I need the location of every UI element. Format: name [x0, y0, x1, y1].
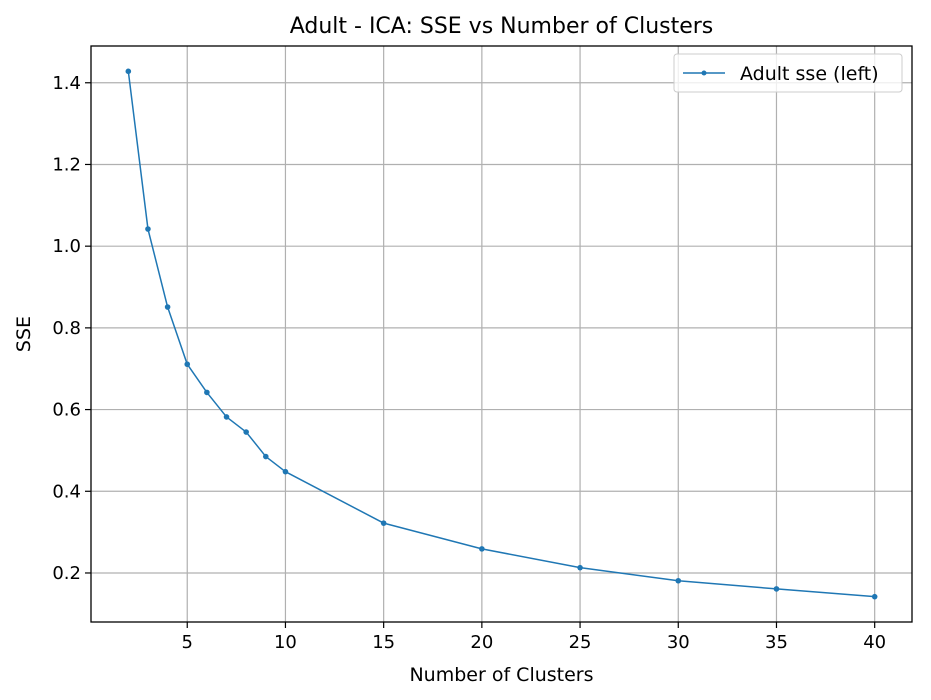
y-axis-label: SSE [13, 316, 35, 352]
data-point [263, 453, 269, 460]
data-point [223, 414, 230, 420]
data-point [125, 68, 132, 75]
data-point [243, 429, 249, 435]
data-point [380, 520, 387, 526]
legend-label: Adult sse (left) [740, 63, 879, 85]
data-point [164, 304, 171, 310]
data-point [184, 361, 191, 368]
x-tick-label: 20 [470, 632, 493, 653]
data-point [871, 593, 878, 600]
y-tick-label: 0.8 [52, 318, 81, 339]
x-tick-label: 35 [765, 632, 788, 653]
plot-frame [90, 45, 913, 623]
y-tick-label: 1.4 [52, 73, 81, 94]
x-tick-label: 10 [274, 632, 297, 653]
chart-title: Adult - ICA: SSE vs Number of Clusters [290, 14, 714, 39]
x-tick-label: 30 [667, 632, 690, 653]
data-point [675, 577, 682, 584]
y-tick-label: 0.4 [52, 481, 81, 502]
ticks: 5 10 15 20 25 30 35 40 0.2 0.4 0.6 0.8 1.0 1.2 1.4 [52, 73, 886, 653]
legend-marker-swatch [701, 70, 707, 76]
legend-frame [673, 53, 903, 93]
x-tick-label: 25 [569, 632, 592, 653]
data-point [145, 226, 151, 232]
x-axis-label: Number of Clusters [409, 664, 593, 686]
y-tick-label: 0.2 [52, 563, 81, 584]
data-point [479, 546, 485, 552]
x-tick-label: 40 [863, 632, 886, 653]
data-point [204, 389, 210, 396]
legend: Adult sse (left) [673, 53, 903, 93]
x-tick-label: 5 [182, 632, 193, 653]
series-layer [125, 68, 878, 600]
data-point [773, 586, 780, 592]
y-tick-label: 1.0 [52, 236, 81, 257]
data-point [282, 468, 289, 475]
x-tick-label: 15 [372, 632, 395, 653]
data-point [577, 564, 583, 571]
gridlines [91, 46, 912, 622]
y-tick-label: 1.2 [52, 154, 81, 175]
y-tick-label: 0.6 [52, 400, 81, 421]
